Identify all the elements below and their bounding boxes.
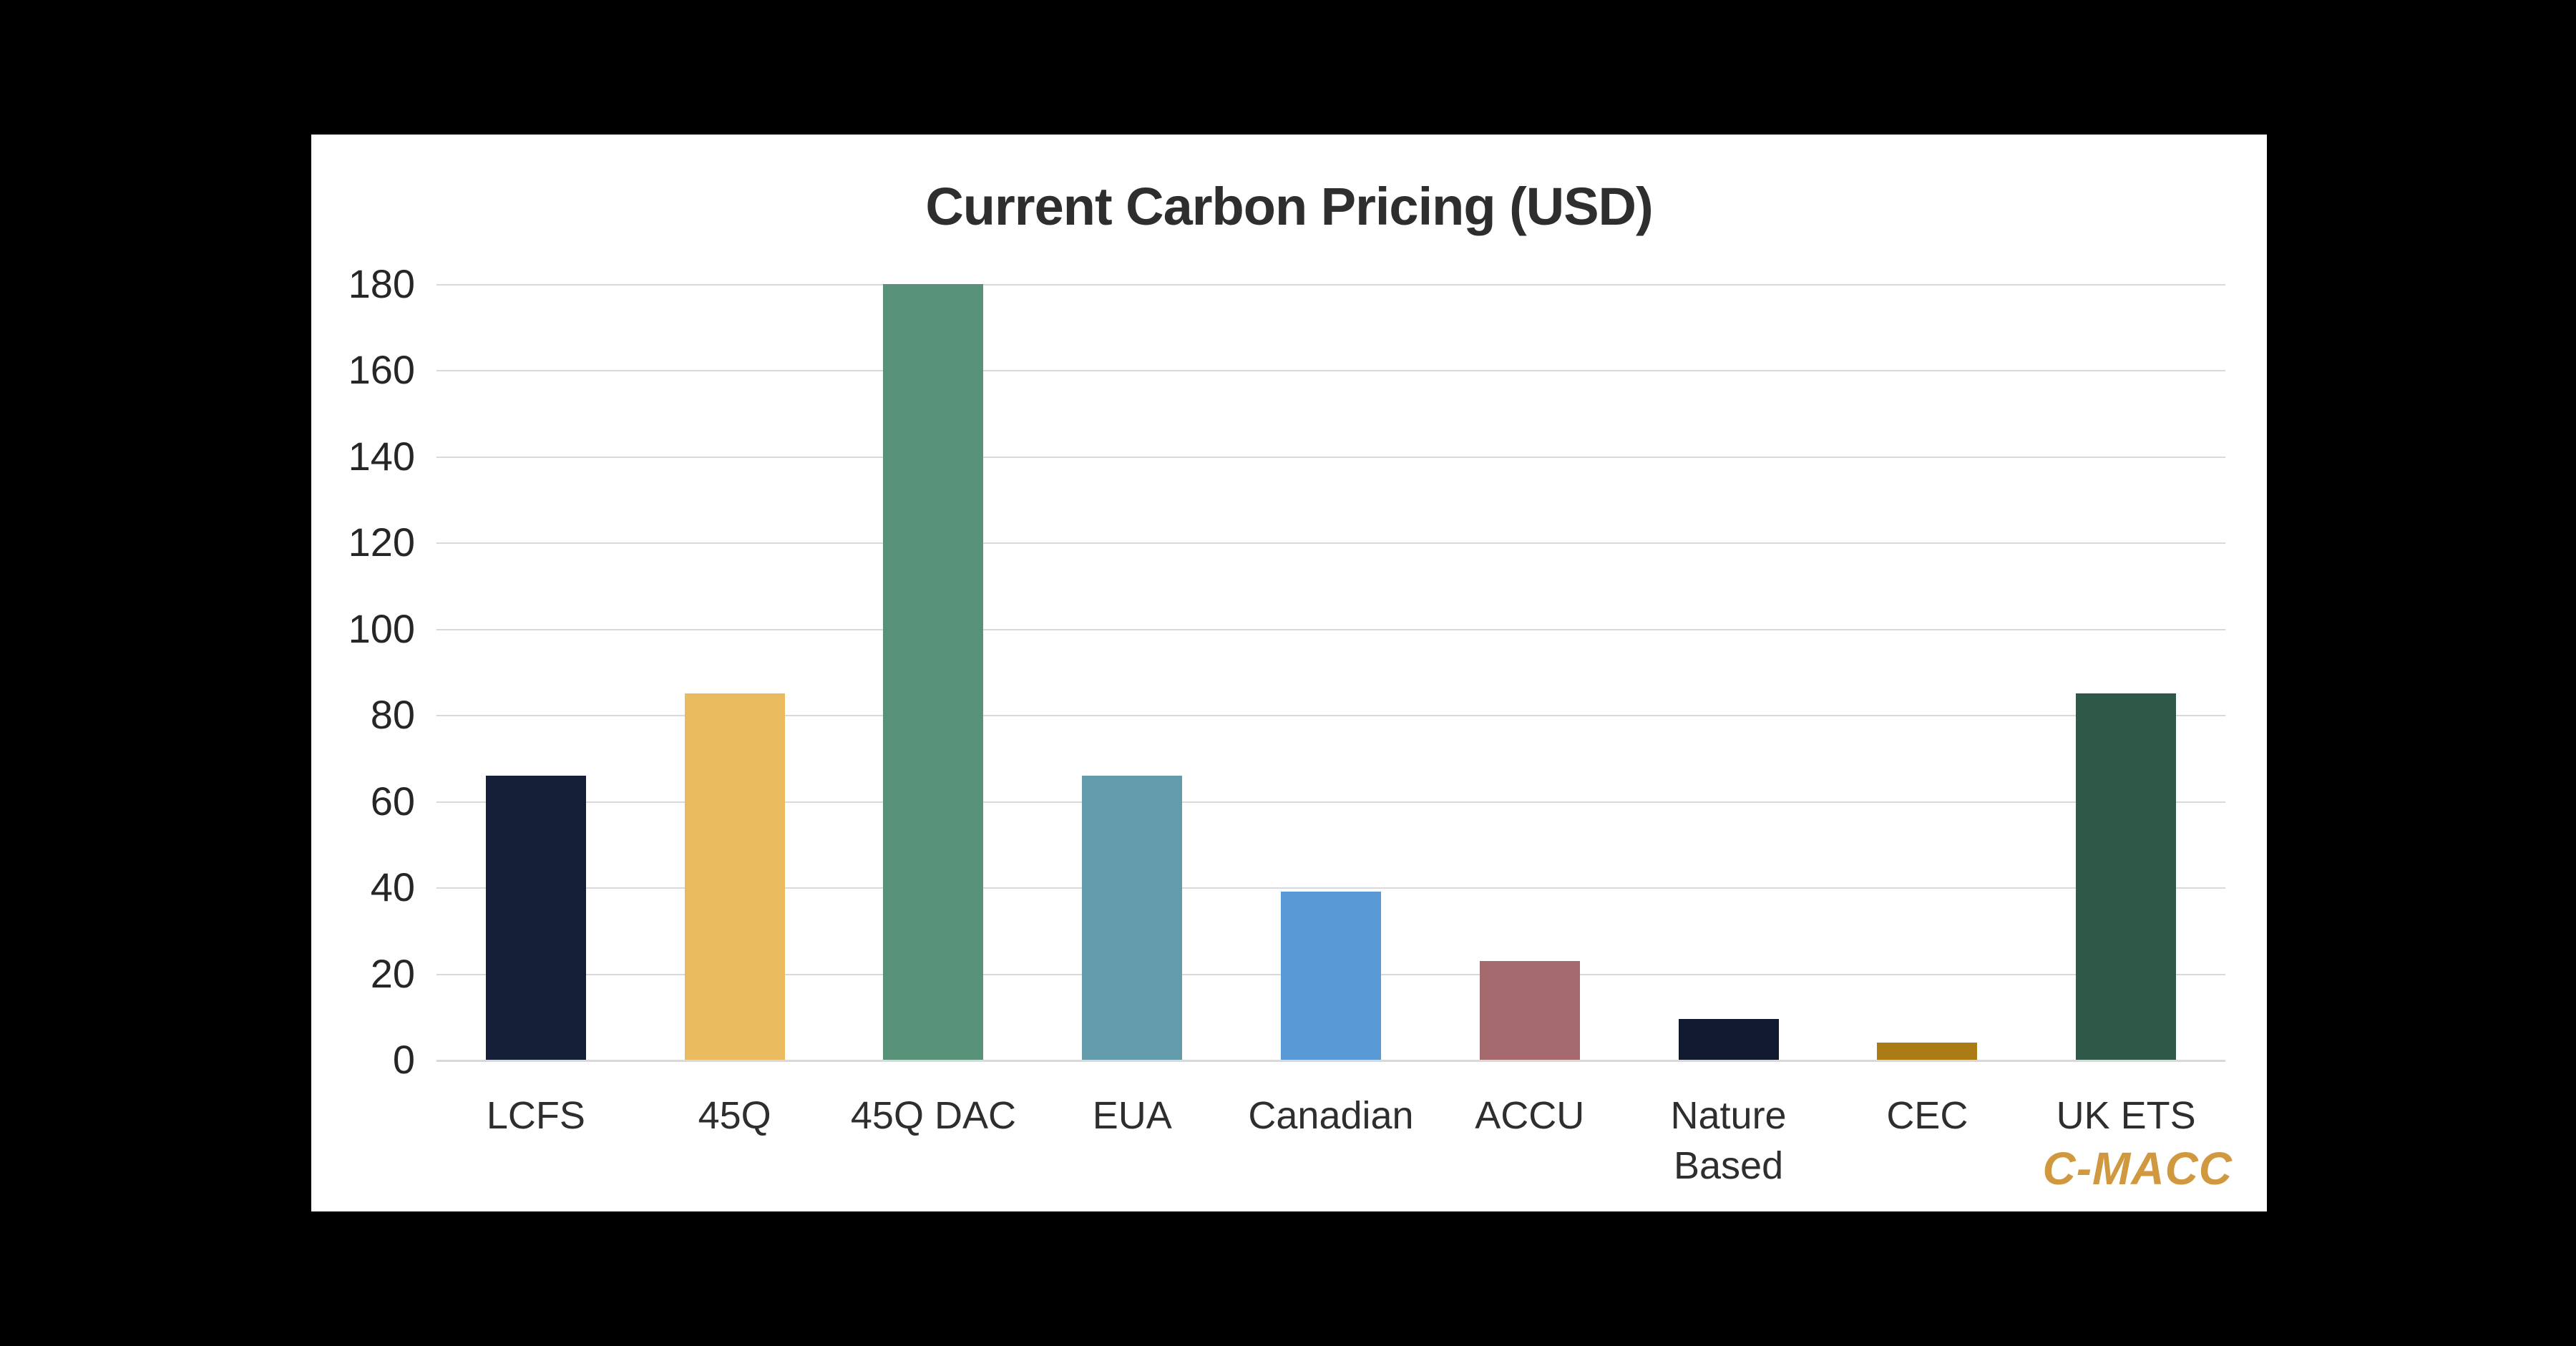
- y-tick-label-40: 40: [370, 864, 415, 910]
- bar-45q-dac: [883, 284, 984, 1060]
- y-axis-tick-labels: 0 20 40 60 80 100 120 140 160 180: [311, 264, 415, 1080]
- gridline-y-60: [436, 801, 2225, 803]
- y-tick-label-100: 100: [348, 605, 415, 651]
- gridline-y-120: [436, 542, 2225, 545]
- bar-lcfs: [485, 775, 586, 1060]
- y-tick-label-60: 60: [370, 778, 415, 824]
- gridline-y-80: [436, 715, 2225, 717]
- x-axis-label-uk-ets: UK ETS: [2056, 1094, 2196, 1137]
- bar-45q: [684, 693, 785, 1060]
- x-axis-label-lcfs: LCFS: [486, 1094, 585, 1137]
- gridline-y-160: [436, 370, 2225, 372]
- y-tick-label-80: 80: [370, 692, 415, 738]
- x-axis-label-accu: ACCU: [1475, 1094, 1585, 1137]
- bar-uk-ets: [2076, 693, 2177, 1060]
- y-tick-label-20: 20: [370, 950, 415, 996]
- gridline-y-140: [436, 456, 2225, 458]
- x-axis-label-eua: EUA: [1092, 1094, 1172, 1137]
- y-tick-label-160: 160: [348, 347, 415, 393]
- y-tick-label-180: 180: [348, 261, 415, 306]
- x-axis-label-45q-dac: 45Q DAC: [850, 1094, 1016, 1137]
- gridline-y-100: [436, 628, 2225, 630]
- bar-canadian: [1281, 892, 1381, 1060]
- chart-title: Current Carbon Pricing (USD): [925, 177, 1653, 236]
- x-axis-label-nature-based: Nature Based: [1670, 1094, 1787, 1187]
- bar-cec: [1877, 1042, 1978, 1060]
- x-axis-category-labels: LCFS 45Q 45Q DAC EUA Canadian ACCU Nature Base…: [436, 1091, 2225, 1205]
- x-axis-label-canadian: Canadian: [1248, 1094, 1414, 1137]
- y-tick-label-0: 0: [392, 1037, 415, 1082]
- gridline-y-180: [436, 284, 2225, 286]
- chart-panel: Current Carbon Pricing (USD) 0 20 40 60 80 10…: [311, 135, 2267, 1211]
- bar-eua: [1082, 775, 1183, 1060]
- y-tick-label-140: 140: [348, 433, 415, 479]
- x-axis-label-45q: 45Q: [698, 1094, 771, 1137]
- gridline-y-0: [436, 1060, 2225, 1062]
- plot-area: [436, 284, 2225, 1062]
- bar-nature-based: [1678, 1018, 1779, 1060]
- bar-accu: [1479, 960, 1580, 1060]
- gridline-y-40: [436, 887, 2225, 889]
- watermark-cmacc: C-MACC: [2042, 1143, 2233, 1194]
- x-axis-label-cec: CEC: [1886, 1094, 1968, 1137]
- y-tick-label-120: 120: [348, 520, 415, 565]
